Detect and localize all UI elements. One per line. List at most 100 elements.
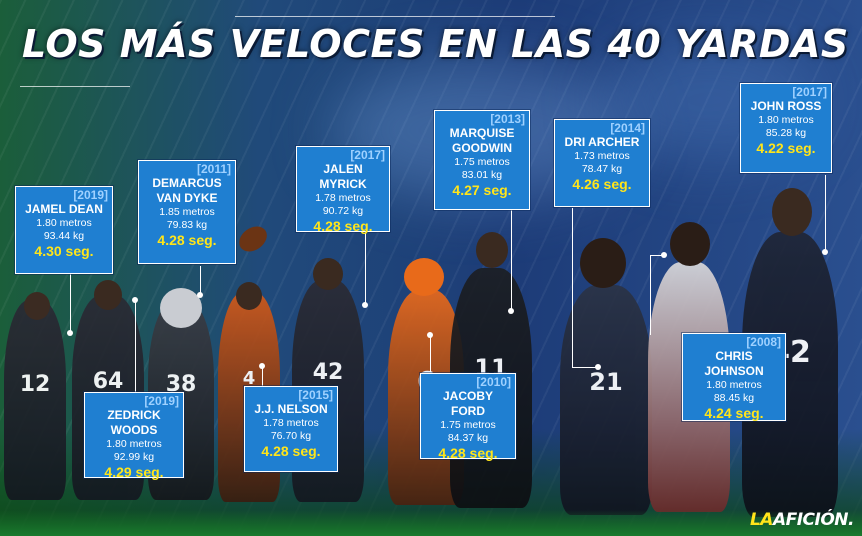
leader-line (430, 335, 431, 375)
jersey-number: 42 (312, 359, 344, 385)
helmet-icon (160, 288, 202, 328)
draft-year: [2008] (746, 335, 781, 349)
draft-year: [2017] (350, 148, 385, 162)
player-height: 1.80 metros (706, 379, 762, 391)
forty-time: 4.26 seg. (572, 176, 632, 192)
leader-dot (362, 302, 368, 308)
player-card-dri-archer: [2014] DRI ARCHER 1.73 metros 78.47 kg 4… (554, 119, 650, 207)
player-height: 1.78 metros (263, 417, 319, 429)
player-name: JALEN MYRICK (319, 162, 367, 191)
player-name: VAN DYKE (156, 191, 218, 205)
turf-strip (0, 510, 862, 536)
player-height: 1.80 metros (758, 114, 814, 126)
player-name: DEMARCUS (152, 176, 222, 190)
player-height: 1.75 metros (440, 419, 496, 431)
player-card-marquise-goodwin: [2013] MARQUISE GOODWIN 1.75 metros 83.0… (434, 110, 530, 210)
draft-year: [2010] (476, 375, 511, 389)
player-head (94, 280, 122, 310)
draft-year: [2015] (298, 388, 333, 402)
player-weight: 88.45 kg (713, 392, 755, 404)
forty-time: 4.28 seg. (261, 443, 321, 459)
player-figure-dean: 12 (4, 300, 66, 500)
player-head (313, 258, 343, 290)
player-name: DRI ARCHER (564, 135, 640, 149)
player-name: JAMEL DEAN (25, 202, 103, 216)
title-rule-bottom (20, 86, 130, 87)
player-head (476, 232, 508, 268)
player-card-jalen-myrick: [2017] JALEN MYRICK 1.78 metros 90.72 kg… (296, 146, 390, 234)
leader-line (572, 367, 598, 368)
leader-dot (427, 332, 433, 338)
draft-year: [2017] (792, 85, 827, 99)
player-name: MARQUISE (449, 126, 515, 140)
player-weight: 92.99 kg (113, 451, 155, 463)
forty-time: 4.27 seg. (452, 182, 512, 198)
leader-dot (822, 249, 828, 255)
leader-dot (661, 252, 667, 258)
leader-dot (508, 308, 514, 314)
forty-time: 4.22 seg. (756, 140, 816, 156)
leader-dot (595, 364, 601, 370)
forty-time: 4.28 seg. (157, 232, 217, 248)
player-name: ZEDRICK WOODS (107, 408, 161, 437)
title-rule-top (235, 16, 555, 17)
leader-line (650, 255, 664, 256)
player-height: 1.80 metros (106, 438, 162, 450)
logo-suffix: AFICIÓN. (772, 510, 855, 530)
leader-line (135, 300, 136, 400)
player-card-john-ross: [2017] JOHN ROSS 1.80 metros 85.28 kg 4.… (740, 83, 832, 173)
leader-line (572, 208, 573, 368)
leader-dot (67, 330, 73, 336)
draft-year: [2019] (144, 394, 179, 408)
player-card-jacoby-ford: [2010] JACOBY FORD 1.75 metros 84.37 kg … (420, 373, 516, 461)
player-card-jamel-dean: [2019] JAMEL DEAN 1.80 metros 93.44 kg 4… (15, 186, 113, 274)
player-card-jj-nelson: [2015] J.J. NELSON 1.78 metros 76.70 kg … (244, 386, 338, 472)
forty-time: 4.24 seg. (704, 405, 764, 421)
player-height: 1.78 metros (315, 192, 371, 204)
helmet-icon (404, 258, 444, 296)
player-height: 1.80 metros (36, 217, 92, 229)
leader-line (70, 273, 71, 333)
logo-prefix: LA (749, 510, 774, 530)
leader-line (511, 210, 512, 310)
leader-dot (197, 292, 203, 298)
draft-year: [2011] (196, 162, 231, 176)
player-head (24, 292, 50, 320)
forty-time: 4.29 seg. (104, 464, 164, 480)
player-figure-archer: 21 (560, 285, 652, 515)
player-head (236, 282, 262, 310)
player-head (670, 222, 710, 266)
forty-time: 4.28 seg. (438, 445, 498, 461)
player-weight: 85.28 kg (765, 127, 807, 139)
player-card-chris-johnson: [2008] CHRIS JOHNSON 1.80 metros 88.45 k… (682, 333, 786, 421)
leader-line (365, 232, 366, 304)
player-card-zedrick-woods: [2019] ZEDRICK WOODS 1.80 metros 92.99 k… (84, 392, 184, 480)
player-weight: 79.83 kg (166, 219, 208, 231)
football-icon (234, 221, 272, 257)
leader-line (825, 175, 826, 251)
player-card-demarcus-van-dyke: [2011] DEMARCUS VAN DYKE 1.85 metros 79.… (138, 160, 236, 264)
player-name: GOODWIN (452, 141, 512, 155)
player-name: JACOBY FORD (442, 389, 493, 418)
jersey-number: 4 (242, 367, 256, 389)
player-height: 1.73 metros (574, 150, 630, 162)
player-weight: 93.44 kg (43, 230, 85, 242)
jersey-number: 21 (589, 367, 623, 396)
player-head (772, 188, 812, 236)
player-name: JOHN ROSS (750, 99, 822, 113)
leader-line (262, 366, 263, 388)
jersey-number: 12 (19, 372, 51, 397)
leader-line (650, 255, 651, 335)
player-head (580, 238, 626, 288)
leader-dot (132, 297, 138, 303)
player-height: 1.75 metros (454, 156, 510, 168)
page-title: LOS MÁS VELOCES EN LAS 40 YARDAS (22, 22, 849, 66)
player-weight: 83.01 kg (461, 169, 503, 181)
player-weight: 84.37 kg (447, 432, 489, 444)
player-weight: 76.70 kg (270, 430, 312, 442)
draft-year: [2019] (73, 188, 108, 202)
draft-year: [2013] (490, 112, 525, 126)
forty-time: 4.28 seg. (313, 218, 373, 234)
jersey-number: 64 (92, 368, 124, 394)
